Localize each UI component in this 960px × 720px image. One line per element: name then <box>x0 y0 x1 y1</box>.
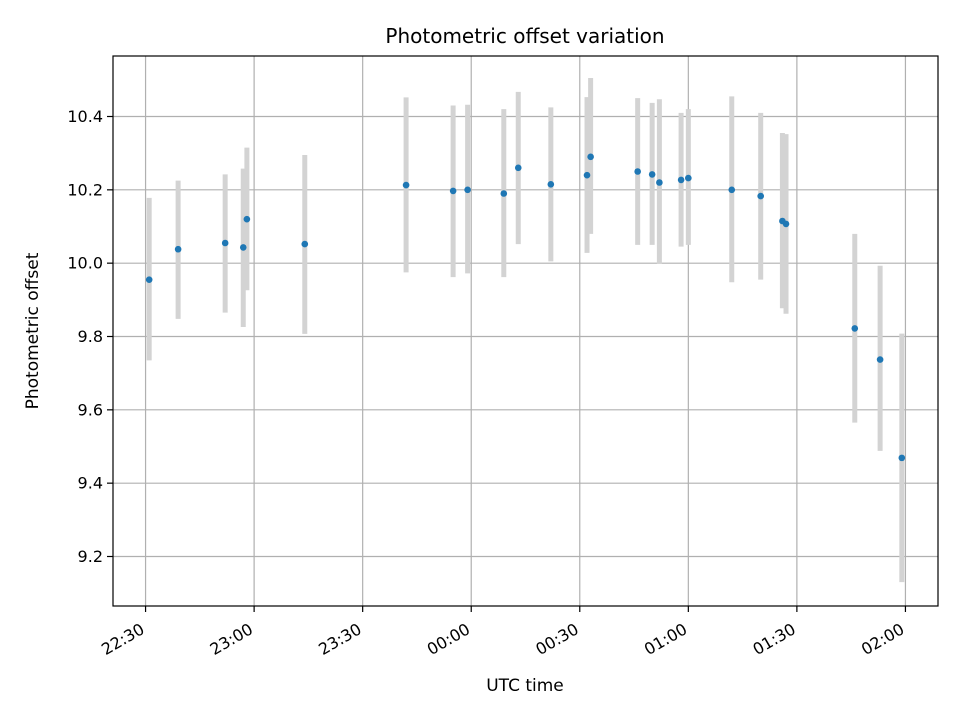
data-point <box>648 171 656 178</box>
x-axis-ticks: 22:30 23:00 23:30 00:00 00:30 01:00 01:30 02:00 <box>98 606 907 659</box>
grid-lines <box>113 56 938 606</box>
data-point <box>301 240 309 248</box>
error-bars <box>146 78 905 583</box>
y-tick-label: 9.4 <box>78 474 103 493</box>
data-point <box>634 168 641 175</box>
data-point <box>876 356 884 363</box>
data-point <box>243 215 251 223</box>
y-axis-label: Photometric offset <box>23 252 43 409</box>
data-point <box>547 181 555 188</box>
data-point <box>677 176 685 184</box>
data-points <box>145 153 906 462</box>
x-tick-label: 00:00 <box>424 619 473 659</box>
x-tick-label: 01:00 <box>641 619 690 659</box>
data-point <box>174 245 182 253</box>
data-point <box>514 164 522 172</box>
data-point <box>685 174 692 182</box>
x-axis-label: UTC time <box>486 676 564 696</box>
y-axis-ticks: 9.2 9.4 9.6 9.8 10.0 10.2 10.4 <box>67 107 113 566</box>
data-point <box>851 325 859 332</box>
x-tick-label: 23:00 <box>207 619 256 659</box>
y-tick-label: 9.2 <box>78 547 103 566</box>
data-point <box>464 186 471 194</box>
y-tick-label: 10.2 <box>67 180 103 199</box>
plot-frame <box>112 55 939 607</box>
data-point <box>587 153 594 161</box>
x-tick-label: 22:30 <box>98 619 147 659</box>
data-point <box>449 187 457 195</box>
data-point <box>757 192 764 200</box>
x-tick-label: 00:30 <box>532 619 581 659</box>
x-tick-label: 01:30 <box>749 619 798 659</box>
y-tick-label: 9.6 <box>78 400 103 419</box>
data-point <box>145 276 153 283</box>
y-tick-label: 9.8 <box>78 327 103 346</box>
data-point <box>728 186 736 194</box>
data-point <box>782 220 790 228</box>
y-tick-label: 10.0 <box>67 254 103 273</box>
data-point <box>402 181 410 189</box>
data-point <box>898 454 906 462</box>
x-tick-label: 02:00 <box>858 619 907 659</box>
data-point <box>583 171 591 179</box>
data-point <box>656 179 663 186</box>
chart-title: Photometric offset variation <box>385 24 664 48</box>
data-point <box>500 190 508 197</box>
y-tick-label: 10.4 <box>67 107 103 126</box>
x-tick-label: 23:30 <box>315 619 364 659</box>
data-point <box>239 244 247 251</box>
data-point <box>221 239 229 247</box>
